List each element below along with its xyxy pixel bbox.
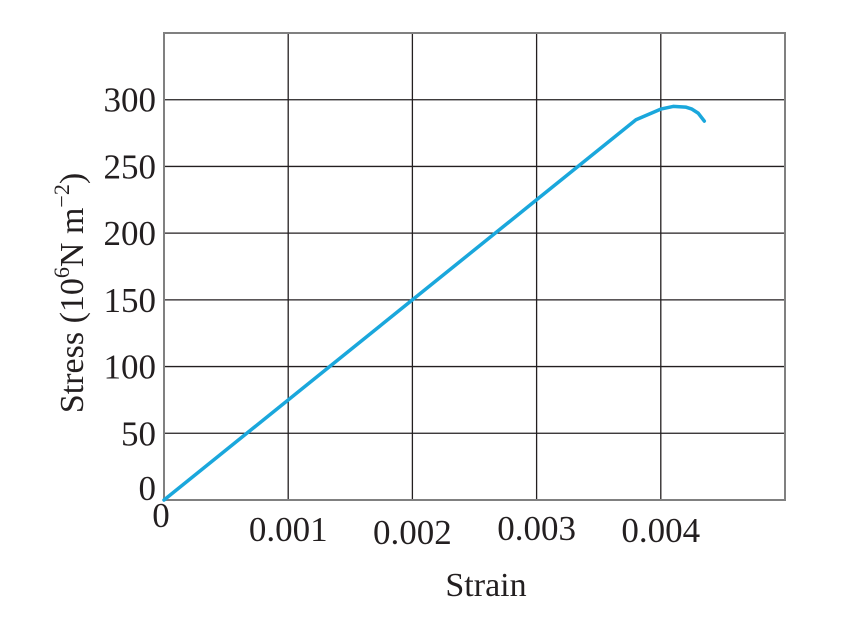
grid-lines <box>163 32 786 501</box>
y-axis-title: Stress (106N m−2) <box>49 173 91 413</box>
y-tick-label: 50 <box>121 414 156 453</box>
y-tick-label: 300 <box>104 81 157 120</box>
stress-strain-line <box>162 104 707 502</box>
x-tick-label: 0 <box>152 496 170 535</box>
x-tick-label: 0.001 <box>249 510 328 549</box>
x-tick-label: 0.004 <box>621 511 700 550</box>
y-tick-label: 200 <box>104 214 157 253</box>
x-axis-tick-labels: 0 0.001 0.002 0.003 0.004 <box>152 496 700 552</box>
y-axis-tick-labels: 0 50 100 150 200 250 300 <box>104 81 157 508</box>
y-tick-label: 250 <box>104 147 157 186</box>
y-tick-label: 150 <box>104 281 157 320</box>
plot-frame <box>163 32 786 501</box>
x-tick-label: 0.002 <box>373 513 452 552</box>
x-tick-label: 0.003 <box>497 509 576 548</box>
y-tick-label: 0 <box>139 469 157 508</box>
y-tick-label: 100 <box>104 348 157 387</box>
x-axis-title: Strain <box>445 567 526 604</box>
